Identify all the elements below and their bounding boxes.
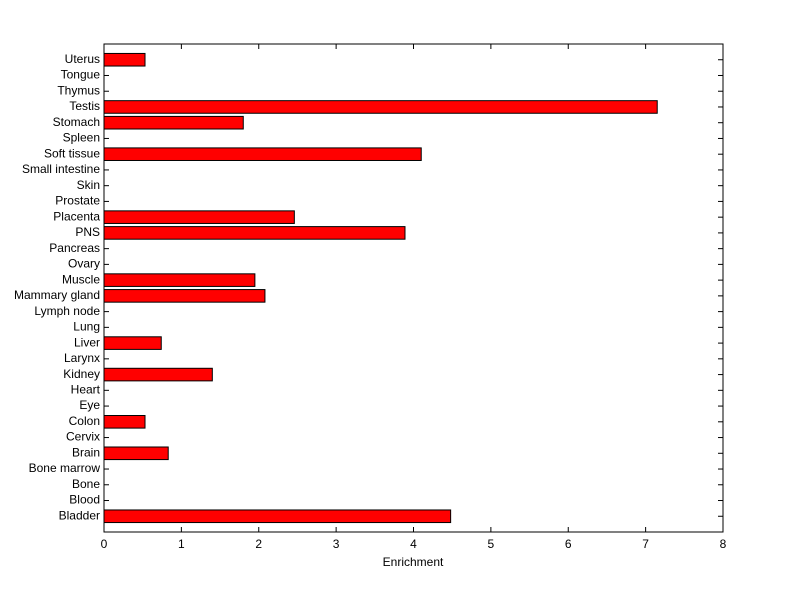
y-tick-label: Prostate [55, 194, 100, 208]
y-tick-label: Bone [72, 477, 100, 491]
y-tick-label: Colon [69, 414, 100, 428]
y-tick-label: Liver [74, 335, 100, 349]
y-tick-label: Testis [69, 99, 100, 113]
y-tick-label: Soft tissue [44, 146, 100, 160]
y-tick-label: Heart [71, 382, 101, 396]
bar [103, 52, 146, 67]
y-tick-label: Larynx [64, 351, 100, 365]
bar [103, 147, 422, 161]
x-axis-label: Enrichment [383, 555, 444, 569]
x-tick-label: 8 [720, 537, 727, 551]
bar [103, 273, 256, 287]
y-tick-label: Uterus [65, 52, 100, 66]
bar [103, 415, 146, 429]
y-tick-label: Spleen [63, 131, 100, 145]
y-tick-label: Brain [72, 445, 100, 459]
bar [103, 446, 169, 461]
y-tick-label: Kidney [63, 367, 100, 381]
x-tick-label: 6 [565, 537, 572, 551]
y-tick-label: Blood [69, 493, 100, 507]
y-tick-label: Tongue [61, 68, 101, 82]
y-tick-label: Muscle [62, 272, 100, 286]
bar [103, 336, 162, 350]
bar [103, 210, 295, 224]
bar [103, 367, 213, 382]
y-tick-label: Lung [73, 320, 100, 334]
x-tick-label: 3 [333, 537, 340, 551]
x-tick-label: 4 [410, 537, 417, 551]
bar [103, 100, 658, 114]
y-tick-label: Skin [77, 178, 100, 192]
y-tick-label: Pancreas [49, 241, 100, 255]
bar [103, 509, 452, 524]
y-tick-label: PNS [75, 225, 100, 239]
y-tick-label: Ovary [68, 257, 100, 271]
x-tick-label: 7 [642, 537, 649, 551]
x-tick-label: 0 [101, 537, 108, 551]
y-tick-label: Thymus [57, 83, 100, 97]
y-tick-label: Stomach [53, 115, 100, 129]
bar [103, 289, 266, 303]
x-tick-label: 1 [178, 537, 185, 551]
x-tick-label: 2 [255, 537, 262, 551]
y-tick-label: Placenta [53, 209, 100, 223]
y-tick-label: Small intestine [22, 162, 100, 176]
x-tick-label: 5 [488, 537, 495, 551]
y-tick-label: Mammary gland [14, 288, 100, 302]
y-tick-label: Bladder [59, 508, 100, 522]
y-tick-label: Lymph node [34, 304, 100, 318]
bar [103, 115, 244, 130]
y-tick-label: Cervix [66, 430, 100, 444]
y-tick-label: Bone marrow [29, 461, 101, 475]
bar [103, 226, 406, 240]
y-tick-label: Eye [79, 398, 100, 412]
